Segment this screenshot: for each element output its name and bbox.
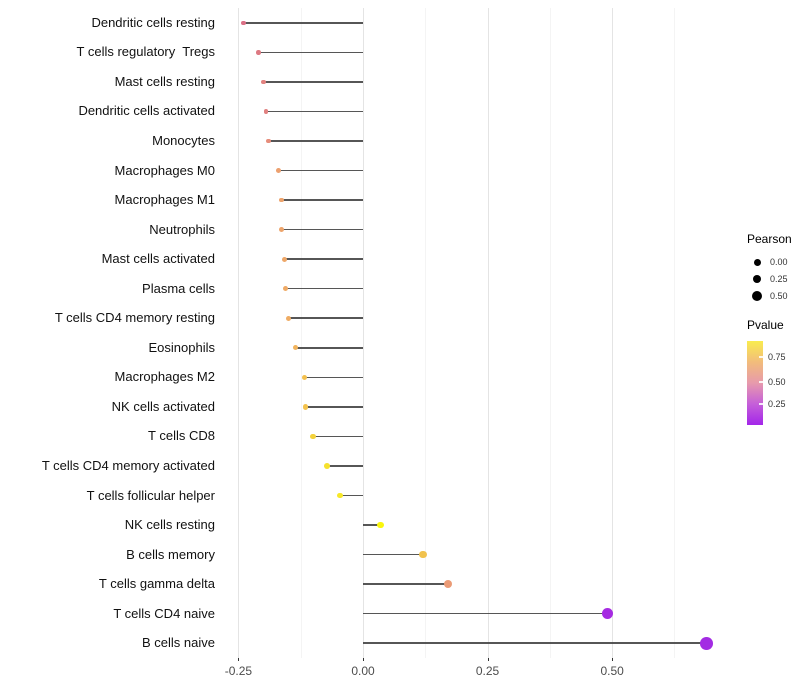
gradient-tick (759, 403, 763, 405)
data-point (256, 50, 261, 55)
color-legend-title: Pvalue (747, 318, 784, 332)
category-label: Plasma cells (142, 280, 215, 296)
data-point (324, 463, 330, 469)
data-point (303, 404, 309, 410)
category-label: T cells CD4 memory resting (54, 310, 215, 326)
lollipop-stem (243, 22, 363, 24)
category-label: Mast cells resting (114, 73, 215, 89)
category-label: T cells CD4 naive (113, 605, 215, 621)
lollipop-stem (363, 583, 448, 585)
x-axis-tick (487, 658, 489, 661)
lollipop-stem (258, 51, 363, 54)
category-label: Neutrophils (149, 221, 215, 237)
category-label: B cells naive (142, 635, 215, 651)
data-point (266, 138, 271, 144)
lollipop-stem (268, 140, 363, 142)
category-label: Eosinophils (148, 339, 216, 355)
data-point (263, 109, 269, 114)
lollipop-stem (363, 612, 608, 615)
category-label: Mast cells activated (101, 251, 215, 267)
category-label: T cells regulatory Tregs (76, 44, 215, 60)
category-label: T cells CD4 memory activated (41, 457, 215, 473)
data-point (279, 227, 285, 233)
data-point (241, 20, 246, 25)
lollipop-stem (263, 81, 363, 83)
data-point (282, 256, 288, 262)
category-label: Dendritic cells activated (78, 103, 215, 119)
data-point (261, 79, 266, 85)
lollipop-stem (284, 258, 363, 260)
category-label: T cells gamma delta (98, 576, 215, 592)
category-label: T cells CD8 (148, 428, 215, 444)
data-point (302, 374, 308, 380)
size-legend-value: 0.00 (770, 257, 788, 267)
pvalue-gradient-bar (747, 341, 763, 425)
data-point (700, 636, 714, 650)
size-legend-value: 0.25 (770, 274, 788, 284)
gridline-minor (425, 8, 427, 658)
data-point (285, 315, 291, 321)
size-legend-dot (752, 274, 762, 284)
size-legend-title: Pearson (747, 232, 792, 246)
gridline-major (238, 8, 240, 658)
lollipop-stem (363, 553, 423, 556)
category-label: Monocytes (152, 132, 215, 148)
category-label: Macrophages M1 (114, 192, 215, 208)
category-label: Macrophages M2 (114, 369, 215, 385)
gridline-minor (674, 8, 676, 658)
x-axis-tick (238, 658, 240, 661)
lollipop-stem (285, 287, 363, 290)
category-label: B cells memory (126, 546, 215, 562)
color-legend-value: 0.25 (768, 399, 786, 409)
x-axis-tick (612, 658, 614, 661)
data-point (419, 550, 427, 559)
x-axis-tick-label: 0.50 (600, 664, 624, 678)
size-legend-value: 0.50 (770, 291, 788, 301)
data-point (283, 286, 289, 292)
gridline-major (363, 8, 364, 658)
x-axis-tick-label: 0.25 (475, 664, 500, 678)
gradient-tick (759, 381, 763, 383)
x-axis-tick (363, 658, 364, 661)
data-point (601, 608, 613, 620)
lollipop-stem (305, 406, 363, 408)
data-point (293, 345, 299, 351)
lollipop-stem (363, 642, 707, 644)
lollipop-stem (278, 169, 363, 172)
category-label: Dendritic cells resting (91, 14, 215, 30)
lollipop-stem (281, 228, 363, 231)
plot-panel (222, 8, 795, 658)
category-label: Macrophages M0 (114, 162, 215, 178)
data-point (310, 433, 316, 440)
size-legend-dot (753, 258, 761, 266)
data-point (279, 197, 285, 203)
data-point (377, 521, 384, 529)
category-label: NK cells activated (111, 398, 215, 414)
lollipop-stem (327, 465, 363, 467)
gridline-major (612, 8, 614, 658)
category-label: NK cells resting (124, 517, 215, 533)
data-point (337, 492, 344, 499)
color-legend-value: 0.50 (768, 377, 786, 387)
data-point (275, 168, 281, 173)
size-legend-dot (752, 291, 762, 301)
x-axis-tick-label: -0.25 (224, 664, 253, 678)
lollipop-stem (288, 317, 363, 319)
category-label: T cells follicular helper (86, 487, 215, 503)
lollipop-stem (304, 376, 363, 379)
gridline-major (487, 8, 489, 658)
gridline-minor (549, 8, 551, 658)
x-axis-tick-label: 0.00 (351, 664, 375, 678)
gridline-minor (300, 8, 302, 658)
lollipop-stem (363, 524, 381, 526)
data-point (443, 580, 452, 589)
lollipop-stem (313, 435, 363, 438)
lollipop-stem (265, 110, 363, 113)
color-legend-value: 0.75 (768, 352, 786, 362)
lollipop-stem (281, 199, 363, 201)
lollipop-stem (340, 494, 363, 497)
lollipop-stem (295, 347, 363, 349)
gradient-tick (759, 356, 763, 358)
